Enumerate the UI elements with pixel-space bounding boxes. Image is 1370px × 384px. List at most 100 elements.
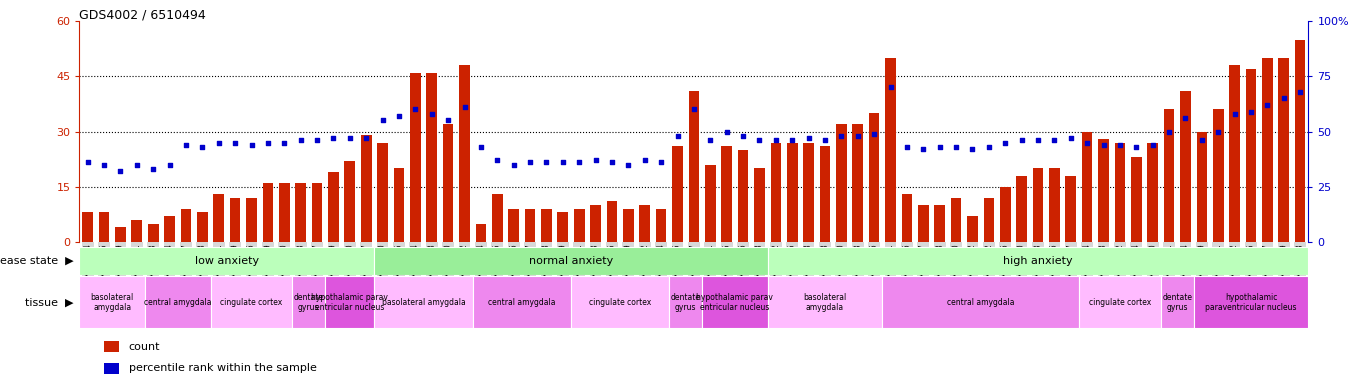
Point [258,139,279,146]
Bar [673,146,682,242]
Bar [1295,40,1306,242]
Bar [901,194,912,242]
Bar [145,276,211,328]
Point [1108,142,1130,148]
Point [1174,115,1196,121]
Bar [786,142,797,242]
Point [1028,137,1049,144]
Point [618,162,640,168]
Bar [803,142,814,242]
Point [569,159,590,166]
Text: low anxiety: low anxiety [195,256,259,266]
Point [388,113,410,119]
Point [912,146,934,152]
Bar [882,276,1080,328]
Bar [443,124,453,242]
Text: hypothalamic parav
entricular nucleus: hypothalamic parav entricular nucleus [311,293,388,312]
Bar [327,172,338,242]
Point [486,157,508,163]
Point [929,144,951,150]
Point [634,157,656,163]
Bar [984,198,995,242]
Bar [104,341,119,353]
Bar [296,183,306,242]
Bar [148,223,159,242]
Bar [1099,139,1108,242]
Bar [558,212,569,242]
Bar [689,91,699,242]
Point [192,144,214,150]
Text: high anxiety: high anxiety [1003,256,1073,266]
Bar [325,276,374,328]
Bar [819,146,830,242]
Text: cingulate cortex: cingulate cortex [221,298,282,307]
Bar [211,276,292,328]
Point [847,133,869,139]
Bar [475,223,486,242]
Bar [701,276,767,328]
Bar [377,142,388,242]
Text: dentate
gyrus: dentate gyrus [293,293,323,312]
Point [175,142,197,148]
Bar [1017,176,1028,242]
Point [764,137,786,144]
Point [880,84,901,91]
Point [651,159,673,166]
Bar [885,58,896,242]
Bar [1212,109,1223,242]
Point [945,144,967,150]
Bar [1132,157,1141,242]
Point [781,137,803,144]
Bar [525,209,536,242]
Bar [181,209,192,242]
Text: dentate
gyrus: dentate gyrus [1162,293,1192,312]
Bar [132,220,142,242]
Bar [1278,58,1289,242]
Text: basolateral
amygdala: basolateral amygdala [803,293,847,312]
Point [863,131,885,137]
Point [1191,137,1212,144]
Point [732,133,754,139]
Bar [104,363,119,374]
Point [1141,142,1163,148]
Point [536,159,558,166]
Point [1044,137,1066,144]
Bar [374,276,473,328]
Bar [164,216,175,242]
Point [208,139,230,146]
Bar [1115,142,1125,242]
Point [978,144,1000,150]
Text: basolateral amygdala: basolateral amygdala [382,298,466,307]
Bar [967,216,978,242]
Point [289,137,311,144]
Point [77,159,99,166]
Bar [770,142,781,242]
Point [830,133,852,139]
Point [1223,111,1245,117]
Bar [1080,276,1160,328]
Bar [247,198,256,242]
Bar [706,165,715,242]
Point [1289,89,1311,95]
Bar [473,276,571,328]
Bar [656,209,666,242]
Point [797,135,819,141]
Point [437,118,459,124]
Point [93,162,115,168]
Text: tissue  ▶: tissue ▶ [25,297,74,308]
Bar [1196,132,1207,242]
Bar [722,146,732,242]
Bar [767,247,1308,275]
Point [453,104,475,110]
Bar [1049,168,1060,242]
Point [715,129,737,135]
Text: central amygdala: central amygdala [488,298,556,307]
Bar [426,73,437,242]
Point [748,137,770,144]
Point [355,135,377,141]
Bar [508,209,519,242]
Bar [541,209,552,242]
Point [962,146,984,152]
Bar [344,161,355,242]
Point [995,139,1017,146]
